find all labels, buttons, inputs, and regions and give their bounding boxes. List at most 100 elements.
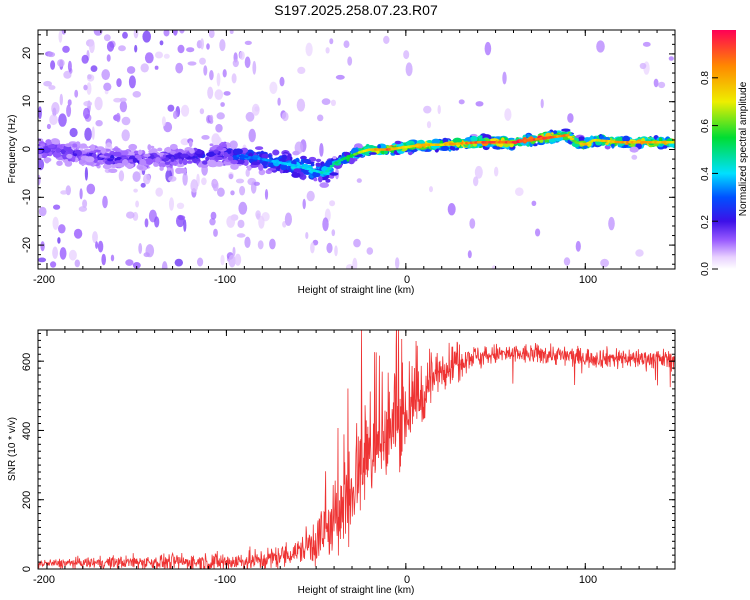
spectrogram-noise-cell: [203, 65, 208, 76]
spectrogram-noise-cell: [305, 42, 313, 57]
spectrogram-cell: [71, 143, 78, 148]
spectrogram-cell: [55, 147, 61, 153]
chart-title: S197.2025.258.07.23.R07: [274, 2, 438, 18]
spectrogram-noise-cell: [143, 174, 151, 185]
spectrogram-noise-cell: [128, 75, 136, 89]
spectrogram-cell: [139, 158, 147, 166]
spectrogram-noise-cell: [326, 242, 333, 254]
x-tick-label: -100: [214, 274, 236, 286]
spectrogram-noise-cell: [631, 154, 638, 160]
spectrogram-noise-cell: [383, 35, 390, 45]
spectrogram-noise-cell: [356, 178, 362, 183]
spectrogram-noise-cell: [155, 187, 163, 197]
spectrogram-cell: [102, 163, 112, 170]
spectrogram-noise-cell: [106, 54, 111, 62]
spectrogram-noise-cell: [50, 60, 56, 70]
spectrogram-noise-cell: [281, 111, 289, 122]
spectrogram-cell: [163, 157, 170, 162]
spectrogram-cell: [182, 158, 188, 166]
spectrogram-cell: [108, 168, 118, 173]
spectrogram-noise-cell: [161, 116, 166, 127]
spectrogram-noise-cell: [447, 203, 456, 216]
spectrogram-noise-cell: [235, 178, 245, 184]
spectrogram-noise-cell: [143, 252, 150, 258]
spectrogram-cell: [368, 145, 375, 148]
colorbar-label: Normalized spectral amplitude: [738, 81, 749, 216]
spectrogram-noise-cell: [199, 108, 205, 115]
spectrogram-noise-cell: [176, 214, 185, 228]
spectrogram-noise-cell: [213, 180, 218, 185]
spectrogram-noise-cell: [236, 233, 246, 238]
spectrogram-cell: [452, 137, 463, 144]
spectrogram-cell: [115, 163, 125, 168]
spectrogram-noise-cell: [230, 190, 235, 196]
spectrogram-cell: [132, 157, 138, 163]
spectrogram-noise-cell: [155, 51, 163, 59]
spectrogram-noise-cell: [79, 188, 83, 200]
spectrogram-noise-cell: [135, 200, 140, 208]
spectrogram-noise-cell: [484, 41, 492, 56]
spectrogram-noise-cell: [86, 74, 95, 82]
spectrogram-noise-cell: [47, 51, 56, 58]
spectrogram-noise-cell: [103, 82, 112, 92]
y-tick-label: 600: [21, 353, 33, 371]
spectrogram-noise-cell: [183, 219, 187, 232]
spectrogram-noise-cell: [220, 102, 225, 107]
spectrogram-cell: [145, 158, 154, 165]
spectrogram-noise-cell: [134, 44, 138, 53]
spectrogram-ridge-cell: [570, 137, 575, 141]
spectrogram-noise-cell: [89, 39, 95, 54]
spectrogram-cell: [368, 152, 377, 155]
spectrogram-cell: [100, 147, 107, 154]
spectrogram-noise-cell: [59, 93, 63, 106]
spectrogram-noise-cell: [163, 30, 170, 37]
spectrogram-cell: [622, 135, 631, 143]
spectrogram-noise-cell: [67, 60, 72, 73]
spectrogram-cell: [112, 147, 121, 152]
snr-ticks: [38, 330, 676, 570]
spectrogram-cell: [47, 144, 56, 149]
spectrogram-cell: [56, 160, 63, 166]
spectrogram-noise-cell: [330, 99, 336, 107]
spectrogram-noise-cell: [182, 172, 188, 186]
spectrogram-noise-cell: [264, 189, 269, 200]
spectrogram-noise-cell: [658, 81, 666, 89]
spectrogram-noise-cell: [423, 105, 432, 114]
snr-frame: [37, 329, 676, 570]
spectrogram-noise-cell: [252, 60, 257, 75]
spectrogram-noise-cell: [113, 97, 122, 103]
spectrogram-noise-cell: [216, 72, 221, 87]
spectrogram-noise-cell: [163, 121, 173, 133]
spectrogram-noise-cell: [67, 99, 72, 106]
colorbar-tick-label: 0.0: [700, 262, 711, 276]
spectrogram-noise-cell: [244, 236, 251, 248]
spectrogram-cell: [170, 156, 175, 162]
spectrogram-noise-cell: [228, 254, 236, 268]
colorbar-tick-label: 0.8: [700, 71, 711, 85]
spectrogram-noise-cell: [232, 246, 236, 257]
spectrogram-noise-cell: [187, 61, 197, 66]
spectrogram-noise-cell: [38, 174, 41, 186]
spectrogram-noise-cell: [57, 59, 65, 67]
spectrogram-noise-cell: [82, 199, 88, 208]
spectrogram-heatmap: [38, 30, 675, 269]
spectrogram-cell: [165, 146, 171, 153]
spectrogram-cell: [150, 148, 158, 154]
spectrogram-noise-cell: [405, 62, 413, 77]
spectrogram-noise-cell: [269, 81, 278, 95]
spectrogram-noise-cell: [429, 186, 433, 193]
spectrogram-cell: [38, 153, 43, 161]
spectrogram-cell: [126, 151, 137, 156]
spectrogram-noise-cell: [121, 129, 130, 142]
spectrogram-noise-cell: [74, 89, 79, 98]
spectrogram-cell: [272, 149, 280, 156]
spectrogram-noise-cell: [84, 127, 92, 141]
spectrogram-noise-cell: [95, 241, 99, 249]
spectrogram-noise-cell: [86, 183, 96, 195]
spectrogram-cell: [216, 146, 224, 151]
spectrogram-noise-cell: [474, 165, 483, 179]
spectrogram-noise-cell: [257, 240, 264, 250]
y-tick-label: 0: [21, 146, 33, 152]
spectrogram-noise-cell: [635, 249, 644, 257]
spectrogram-noise-cell: [106, 41, 115, 52]
